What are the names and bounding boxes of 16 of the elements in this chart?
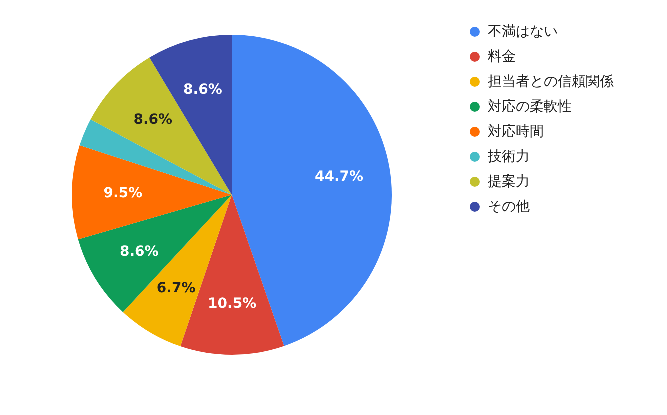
- legend-label: その他: [488, 199, 530, 215]
- data-label: 10.5%: [208, 296, 257, 312]
- data-label: 44.7%: [315, 168, 364, 185]
- data-label: 8.6%: [134, 112, 173, 128]
- data-label: 8.6%: [184, 82, 222, 98]
- legend-label: 技術力: [487, 149, 530, 165]
- data-label: 8.6%: [120, 244, 159, 260]
- data-label: 9.5%: [104, 185, 143, 202]
- legend-label: 不満はない: [488, 24, 558, 40]
- data-label: 6.7%: [156, 280, 196, 296]
- pie-slice: [72, 146, 232, 240]
- legend-label: 料金: [488, 49, 516, 65]
- legend-label: 担当者との信頼関係: [488, 74, 614, 90]
- legend-label: 対応時間: [488, 124, 544, 140]
- legend-label: 提案力: [488, 173, 530, 190]
- legend-label: 対応の柔軟性: [488, 99, 572, 115]
